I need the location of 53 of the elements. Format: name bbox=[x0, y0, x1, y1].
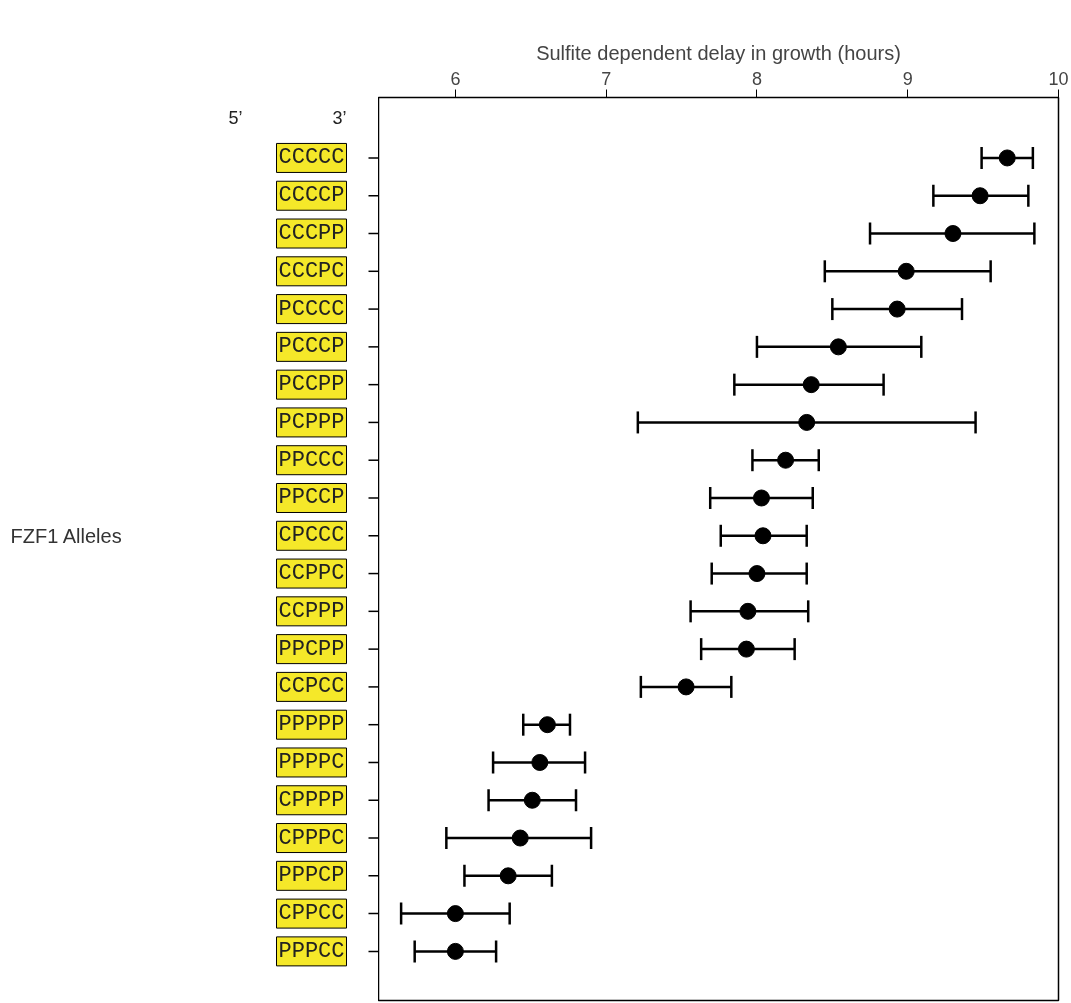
point bbox=[511, 829, 529, 847]
point bbox=[446, 942, 464, 960]
point bbox=[752, 489, 770, 507]
point bbox=[798, 413, 816, 431]
y-tick-label: CPPPP bbox=[278, 787, 345, 813]
point bbox=[748, 565, 766, 583]
y-tick-label: PPPCP bbox=[278, 863, 345, 889]
text: 3’ bbox=[332, 108, 347, 129]
x-tick-label: 10 bbox=[1048, 68, 1069, 89]
point bbox=[499, 867, 517, 885]
y-tick-label: CCPCC bbox=[278, 674, 345, 700]
x-axis-title: Sulfite dependent delay in growth (hours) bbox=[536, 41, 901, 64]
y-tick-label: PCPPP bbox=[278, 409, 345, 435]
y-tick-label: CPPPC bbox=[278, 825, 345, 851]
y-tick-label: PPPPC bbox=[278, 749, 345, 775]
point bbox=[538, 716, 556, 734]
point bbox=[971, 187, 989, 205]
y-tick-label: PPPPP bbox=[278, 712, 345, 738]
y-tick-label: CCCPC bbox=[278, 258, 345, 284]
y-tick-label: CCCCC bbox=[278, 145, 345, 171]
point bbox=[802, 376, 820, 394]
point bbox=[888, 300, 906, 318]
y-tick-label: PPPCC bbox=[278, 938, 345, 964]
x-tick-label: 8 bbox=[751, 68, 762, 89]
y-tick-label: PPCCP bbox=[278, 485, 345, 511]
y-tick-label: PCCPP bbox=[278, 372, 345, 398]
point bbox=[829, 338, 847, 356]
text: FZF1 Alleles bbox=[10, 524, 122, 547]
y-tick-label: CPPCC bbox=[278, 901, 345, 927]
y-tick-label: CCCCP bbox=[278, 183, 345, 209]
point bbox=[523, 791, 541, 809]
point bbox=[897, 262, 915, 280]
point bbox=[739, 602, 757, 620]
point bbox=[777, 451, 795, 469]
point bbox=[737, 640, 755, 658]
point bbox=[677, 678, 695, 696]
x-tick-label: 6 bbox=[450, 68, 461, 89]
y-tick-label: CPCCC bbox=[278, 523, 345, 549]
y-tick-label: PPCPP bbox=[278, 636, 345, 662]
y-tick-label: PPCCC bbox=[278, 447, 345, 473]
point bbox=[754, 527, 772, 545]
point bbox=[944, 225, 962, 242]
point bbox=[998, 149, 1016, 167]
point bbox=[446, 905, 464, 923]
y-tick-label: CCPPC bbox=[278, 561, 345, 587]
text: 5’ bbox=[228, 108, 243, 129]
y-tick-label: CCCPP bbox=[278, 221, 345, 247]
y-tick-label: PCCCP bbox=[278, 334, 345, 360]
y-tick-label: CCPPP bbox=[278, 598, 345, 624]
point bbox=[531, 753, 549, 771]
x-tick-label: 7 bbox=[601, 68, 612, 89]
y-tick-label: PCCCC bbox=[278, 296, 345, 322]
x-tick-label: 9 bbox=[902, 68, 913, 89]
